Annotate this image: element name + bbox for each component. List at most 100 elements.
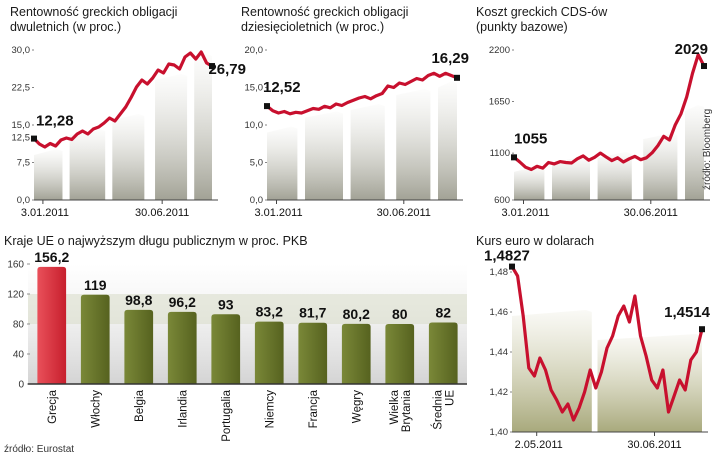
plot-area: 600 1100 1650 2200 3.01.2011 30.06.2011 1055 20…: [489, 41, 710, 219]
bar: [167, 311, 197, 384]
x-tick-label: 3.01.2011: [254, 207, 302, 219]
chart-greek-10y-yield: Rentowność greckich obligacji dziesięcio…: [241, 5, 469, 219]
category-label: Irlandia: [177, 389, 189, 427]
category-label-line: Irlandia: [177, 389, 189, 427]
y-tick-label: 1,44: [490, 347, 509, 358]
bar-value-label: 80: [392, 306, 408, 322]
category-label-line: Niemcy: [264, 390, 276, 429]
chart-title: Kraje UE o najwyższym długu publicznym w…: [4, 234, 308, 248]
y-tick-label: 1100: [490, 148, 510, 159]
chart-eurusd: Kurs euro w dolarach 1,401,421,441,461,4…: [476, 234, 711, 451]
y-tick-label: 0,0: [250, 195, 263, 206]
category-label-line: Francja: [308, 389, 320, 428]
category-label: Niemcy: [264, 390, 276, 429]
background-slab: [305, 111, 343, 200]
series-line: [265, 71, 459, 116]
bar-value-label: 96,2: [169, 294, 196, 310]
start-marker: [511, 154, 517, 161]
plot-area: 0,0 5,0 10,0 15,0 20,0 3.01.2011 30.06.2011 12,…: [245, 45, 470, 219]
chart-title-line2: dwuletnich (w proc.): [10, 20, 121, 34]
y-tick-label: 20,0: [245, 45, 264, 56]
background-slab: [685, 104, 704, 200]
plot-area: 0 40 80 120 160 156,2 Grecja 119 Włochy 98,8 Belgi…: [7, 249, 467, 442]
background-slab: [597, 334, 702, 432]
bar-value-label: 80,2: [343, 306, 370, 322]
y-tick-label: 1650: [489, 97, 510, 108]
y-tick-label: 80: [13, 320, 25, 331]
end-value-label: 26,79: [208, 61, 246, 78]
start-marker: [509, 263, 515, 270]
bar: [37, 266, 67, 384]
start-value-label: 12,28: [36, 113, 74, 130]
y-tick-label: 1,42: [490, 387, 509, 398]
start-value-label: 12,52: [263, 79, 301, 96]
chart-title-line2: dziesięcioletnich (w proc.): [241, 20, 384, 34]
series-line: [510, 265, 704, 422]
y-tick-label: 600: [494, 195, 510, 206]
source-note: źródło: Bloomberg: [702, 109, 713, 190]
series-line: [32, 50, 214, 149]
category-label-line: Brytania: [401, 389, 413, 432]
y-tick-label: 1,48: [490, 267, 509, 278]
category-label-line: UE: [444, 390, 456, 406]
background-slab: [552, 156, 590, 200]
chart-greek-2y-yield: Rentowność greckich obligacji dwuletnich…: [10, 5, 246, 219]
y-tick-label: 2200: [489, 45, 510, 56]
end-marker: [699, 326, 705, 333]
background-slab: [438, 81, 457, 200]
bar-value-label: 82: [435, 305, 451, 321]
chart-title-line2: (punkty bazowe): [476, 20, 568, 34]
x-tick-label: 30.06.2011: [377, 207, 431, 219]
chart-title-line1: Rentowność greckich obligacji: [10, 5, 177, 19]
y-tick-label: 1,46: [490, 307, 509, 318]
background-slab: [155, 74, 188, 200]
category-label: Belgia: [134, 389, 146, 422]
category-label: Wielka Brytania: [389, 389, 413, 432]
category-label: Francja: [308, 389, 320, 428]
bar: [211, 314, 241, 384]
category-label: Grecja: [47, 389, 59, 423]
bar: [385, 324, 415, 384]
y-tick-label: 15,0: [12, 120, 31, 131]
category-label: Węgry: [351, 390, 363, 423]
bar: [298, 322, 328, 384]
y-tick-label: 10,0: [245, 120, 264, 131]
start-value-label: 1055: [514, 130, 547, 147]
background-slab: [597, 151, 632, 200]
y-tick-label: 12,5: [12, 133, 31, 144]
category-label: Średnia UE: [431, 389, 456, 429]
bar: [124, 309, 154, 384]
category-label: Portugalia: [221, 389, 233, 441]
end-marker: [209, 63, 215, 70]
y-tick-label: 22,5: [12, 83, 31, 94]
category-label-line: Portugalia: [221, 389, 233, 441]
background-slab: [514, 165, 545, 200]
bar-value-label: 98,8: [125, 292, 152, 308]
bar-value-label: 83,2: [256, 304, 283, 320]
background-slab: [112, 114, 145, 200]
bar: [341, 323, 371, 384]
start-marker: [264, 103, 270, 110]
category-label-line: Grecja: [47, 389, 59, 423]
category-label-line: Średnia: [431, 389, 444, 429]
y-tick-label: 120: [7, 290, 24, 301]
x-tick-label: 3.01.2011: [21, 207, 69, 219]
y-tick-label: 30,0: [12, 45, 31, 56]
x-tick-label: 3.01.2011: [501, 207, 549, 219]
category-label-line: Belgia: [134, 389, 146, 422]
background-slab: [643, 133, 678, 200]
category-label-line: Węgry: [351, 390, 363, 423]
category-label-line: Wielka: [389, 389, 401, 424]
bar-value-label: 81,7: [299, 305, 326, 321]
end-value-label: 1,4514: [664, 304, 711, 321]
chart-title-line1: Koszt greckich CDS-ów: [476, 5, 608, 19]
background-slab: [267, 126, 298, 200]
series-line: [512, 53, 706, 172]
chart-greek-cds: Koszt greckich CDS-ów (punkty bazowe) 60…: [476, 5, 713, 219]
bar-value-label: 156,2: [34, 249, 69, 265]
background-slab: [34, 149, 63, 200]
y-tick-label: 7,5: [17, 158, 30, 169]
background-slab: [194, 54, 212, 200]
x-tick-label: 2.05.2011: [515, 439, 563, 451]
